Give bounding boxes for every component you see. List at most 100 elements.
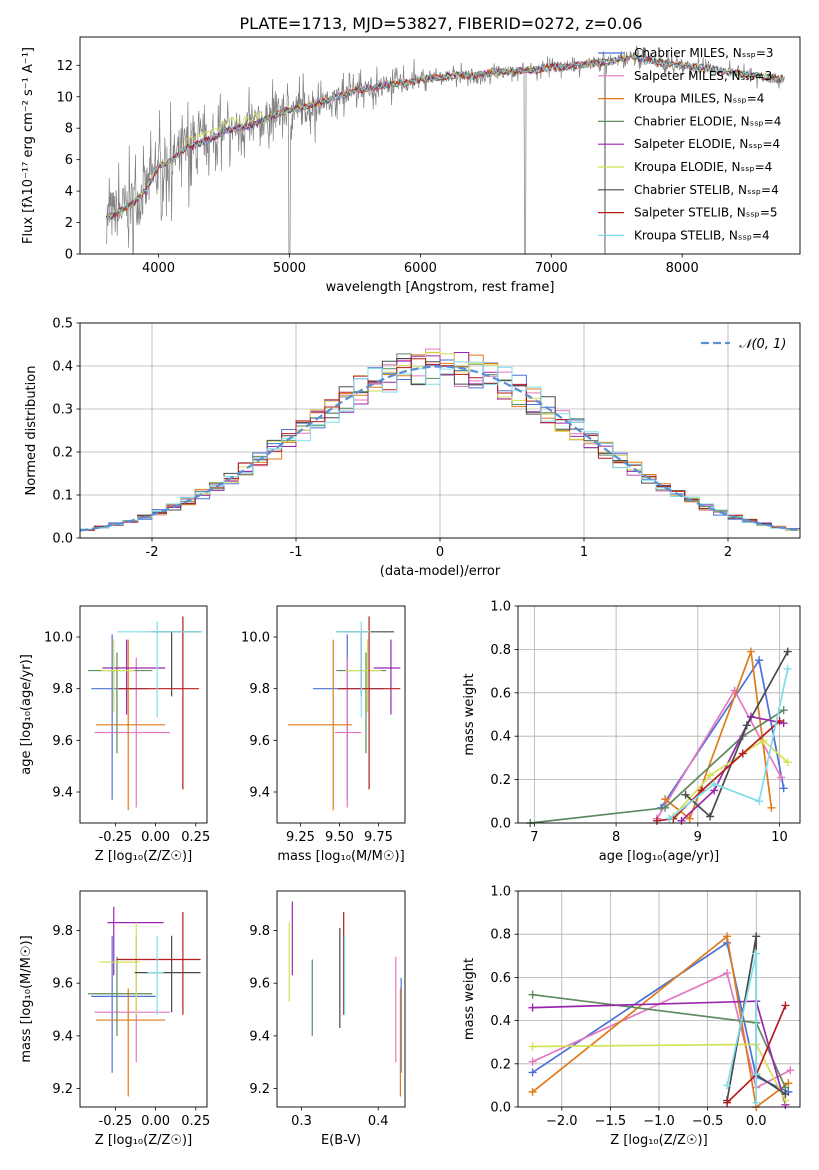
legend-entry: Salpeter STELIB, Nₛₛₚ=5 <box>634 206 778 220</box>
weight-point-marker <box>661 795 670 804</box>
x-tick-label: -2 <box>146 545 159 560</box>
model-spectrum-line <box>105 54 784 221</box>
axes-frame <box>79 322 801 539</box>
y-tick-label: 6 <box>65 153 73 168</box>
x-axis-label: age [log₁₀(age/yr)] <box>599 849 720 864</box>
x-tick-label: 8 <box>612 830 620 845</box>
weight-point-marker <box>706 812 715 821</box>
weight-point-marker <box>723 932 732 941</box>
y-tick-label: 0 <box>65 248 73 263</box>
x-tick-label: −1.5 <box>595 1114 627 1129</box>
x-tick-label: 10 <box>771 830 788 845</box>
mass-vs-ebv-panel: 0.3 0.4 9.2 9.4 9.6 9.8 E(B-V) <box>249 890 406 1148</box>
y-tick-label: 9.4 <box>52 786 73 801</box>
y-axis-label: mass weight <box>462 958 477 1040</box>
weight-series-line <box>726 953 758 1103</box>
x-tick-label: −2.0 <box>546 1114 578 1129</box>
x-tick-label: 7 <box>530 830 538 845</box>
weight-point-marker <box>781 1001 790 1010</box>
y-tick-label: 9.6 <box>52 977 73 992</box>
weight-point-marker <box>685 814 694 823</box>
y-tick-label: 0.4 <box>52 360 73 375</box>
axes-frame <box>517 605 801 824</box>
y-tick-label: 0.2 <box>490 1057 511 1072</box>
gaussian-reference-line <box>79 365 801 532</box>
legend-entry: Kroupa STELIB, Nₛₛₚ=4 <box>634 228 770 242</box>
y-tick-label: 0.2 <box>52 446 73 461</box>
x-tick-label: 0.25 <box>181 1114 210 1129</box>
weight-point-marker <box>784 1079 793 1088</box>
x-tick-label: 0.3 <box>291 1114 312 1129</box>
y-tick-label: 0.4 <box>490 1014 511 1029</box>
y-tick-label: 9.8 <box>249 682 270 697</box>
x-tick-label: 0.00 <box>141 1114 170 1129</box>
x-tick-label: -0.25 <box>99 1114 133 1129</box>
legend-entry: Kroupa ELODIE, Nₛₛₚ=4 <box>634 160 772 174</box>
model-spectrum-line <box>106 55 784 219</box>
legend-entry: Kroupa MILES, Nₛₛₚ=4 <box>634 92 764 106</box>
weight-point-marker <box>710 779 719 788</box>
x-tick-label: 9 <box>694 830 702 845</box>
weight-point-marker <box>759 736 768 745</box>
y-tick-label: 0.6 <box>490 971 511 986</box>
weight-series-line <box>530 709 785 824</box>
weight-point-marker <box>665 814 674 823</box>
axes-frame <box>276 890 406 1108</box>
y-tick-label: 0.0 <box>490 1101 511 1116</box>
axes-frame <box>276 605 406 824</box>
weight-point-marker <box>528 1003 537 1012</box>
weight-series-line <box>685 651 789 818</box>
y-tick-label: 10.0 <box>241 631 270 646</box>
weight-point-marker <box>786 1066 795 1075</box>
y-tick-label: 4 <box>65 185 73 200</box>
y-tick-label: 1.0 <box>490 600 511 615</box>
mass-weight-vs-metallicity-panel: −2.0 −1.5 −1.0 −0.5 0.0 0.0 0.2 0.4 0.6 0.8 1.0 Z [… <box>462 885 801 1148</box>
y-axis-label: mass weight <box>462 673 477 755</box>
weight-point-marker <box>723 969 732 978</box>
weight-point-marker <box>723 1081 732 1090</box>
weight-point-marker <box>779 784 788 793</box>
weight-point-marker <box>528 990 537 999</box>
x-tick-label: 6000 <box>404 261 437 276</box>
weight-point-marker <box>528 1042 537 1051</box>
axes-frame <box>79 890 208 1108</box>
age-vs-mass-panel: 9.25 9.50 9.75 9.4 9.6 9.8 10.0 mass [log₁₀(M/M… <box>241 605 406 864</box>
residual-histogram-panel: -2 -1 0 1 2 0.0 0.1 0.2 0.3 0.4 0.5 (data-model)/er… <box>24 317 801 579</box>
weight-series-line <box>656 688 782 820</box>
x-axis-label: (data-model)/error <box>380 564 501 579</box>
y-tick-label: 9.4 <box>52 1029 73 1044</box>
y-tick-label: 10.0 <box>44 631 73 646</box>
x-axis-label: wavelength [Angstrom, rest frame] <box>326 280 555 295</box>
x-tick-label: 7000 <box>535 261 568 276</box>
weight-point-marker <box>528 1068 537 1077</box>
weight-point-marker <box>767 803 776 812</box>
weight-point-marker <box>781 1090 790 1099</box>
y-tick-label: 0.6 <box>490 686 511 701</box>
y-tick-label: 9.6 <box>249 977 270 992</box>
y-tick-label: 0.5 <box>52 317 73 332</box>
weight-point-marker <box>661 803 670 812</box>
x-tick-label: 0.4 <box>368 1114 389 1129</box>
x-axis-label: Z [log₁₀(Z/Z☉)] <box>610 1133 707 1148</box>
weight-point-marker <box>677 816 686 825</box>
y-tick-label: 9.6 <box>249 734 270 749</box>
legend-entry: 𝒩(0, 1) <box>739 337 786 352</box>
legend-entry: Salpeter ELODIE, Nₛₛₚ=4 <box>634 137 780 151</box>
weight-point-marker <box>779 719 788 728</box>
axes-frame <box>79 36 801 255</box>
y-tick-label: 0.8 <box>490 928 511 943</box>
weight-point-marker <box>652 816 661 825</box>
x-axis-label: Z [log₁₀(Z/Z☉)] <box>95 849 192 864</box>
weight-point-marker <box>752 932 761 941</box>
weight-point-marker <box>779 706 788 715</box>
y-axis-label: Normed distribution <box>24 366 39 496</box>
model-spectrum-line <box>105 54 784 219</box>
y-tick-label: 9.8 <box>52 682 73 697</box>
weight-series-line <box>664 651 773 821</box>
weight-point-marker <box>528 1087 537 1096</box>
x-tick-label: -1 <box>290 545 303 560</box>
x-tick-label: 4000 <box>142 261 175 276</box>
y-tick-label: 2 <box>65 216 73 231</box>
figure-title: PLATE=1713, MJD=53827, FIBERID=0272, z=0… <box>239 14 642 33</box>
